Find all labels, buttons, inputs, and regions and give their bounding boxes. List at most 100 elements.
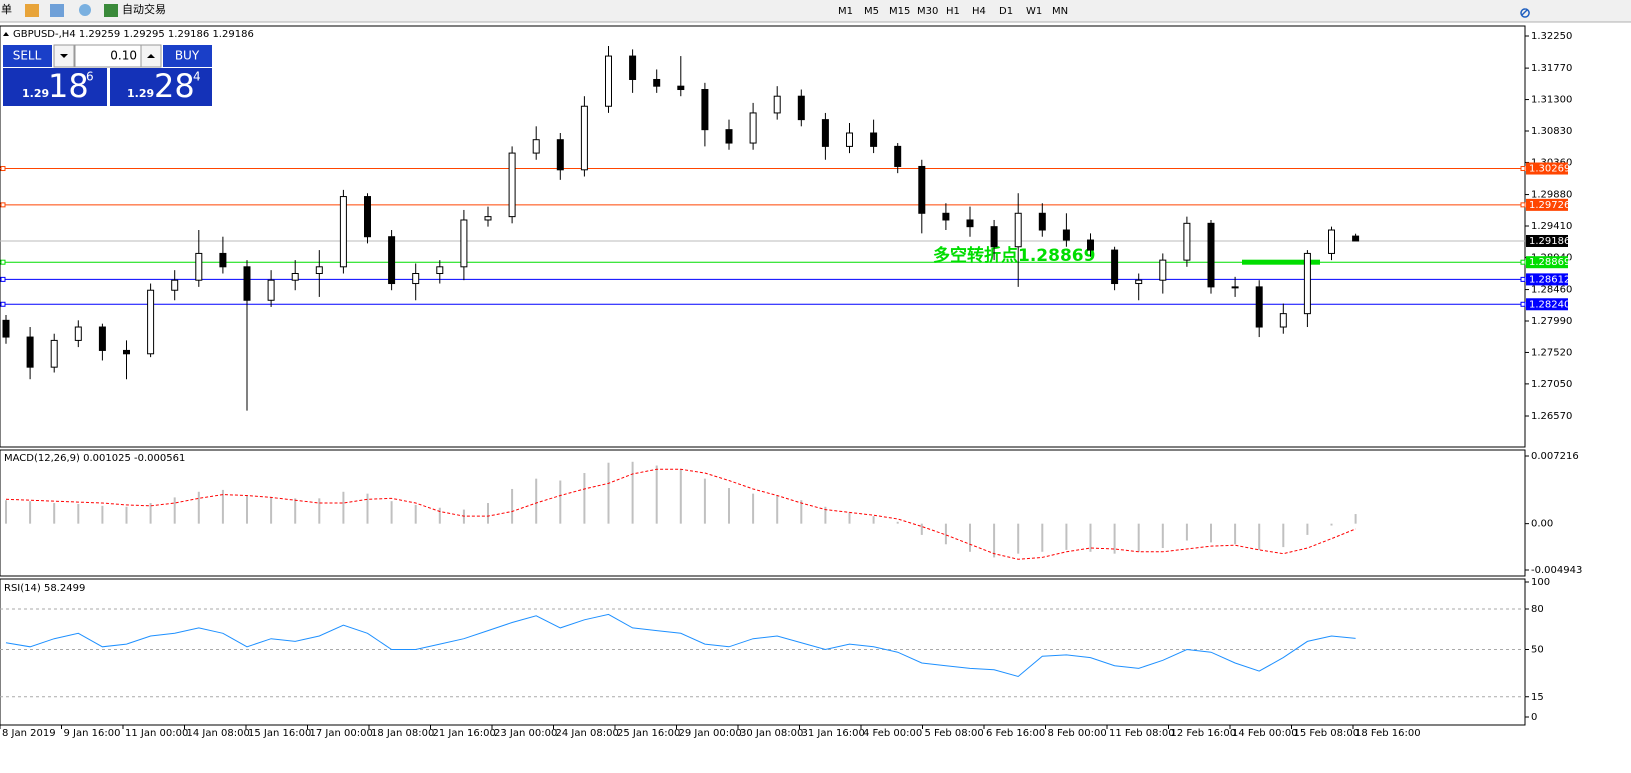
candle-body [243, 266, 251, 301]
candle-body [725, 129, 733, 144]
y-tick-label: 1.30830 [1531, 126, 1572, 137]
timeframe[interactable]: M30 [917, 6, 938, 17]
candle-body [942, 212, 950, 221]
level-marker [0, 166, 6, 172]
level-label-box [1526, 162, 1568, 175]
buy-price-box[interactable] [110, 68, 212, 106]
current-price-box [1526, 234, 1568, 247]
level-marker [1520, 276, 1526, 282]
current-price-label: 1.29186 [1529, 236, 1570, 247]
x-tick-label: 29 Jan 00:00 [679, 728, 742, 739]
sell-label[interactable]: SELL [13, 49, 42, 63]
macd-pane [0, 449, 1526, 577]
candle-body [147, 289, 155, 355]
y-tick-label: 100 [1531, 577, 1550, 588]
candle-body [388, 236, 396, 285]
icon[interactable] [25, 4, 39, 17]
level-marker [1520, 301, 1526, 307]
timeframe[interactable]: M1 [838, 6, 853, 17]
candle-body [1207, 222, 1215, 288]
level-marker [1520, 259, 1526, 265]
candle-body [1255, 286, 1263, 328]
candle-body [1183, 222, 1191, 261]
candle-body [532, 139, 540, 154]
level-label-box [1526, 256, 1568, 269]
level-marker [0, 276, 6, 282]
x-tick-label: 6 Feb 16:00 [986, 728, 1045, 739]
timeframe[interactable]: H1 [946, 6, 960, 17]
timeframe[interactable]: MN [1052, 6, 1068, 17]
y-tick-label: 1.29410 [1531, 221, 1572, 232]
candle-body [26, 336, 34, 368]
timeframe[interactable]: W1 [1026, 6, 1042, 17]
x-tick-label: 24 Jan 08:00 [556, 728, 619, 739]
x-tick-label: 8 Jan 2019 [2, 728, 56, 739]
candle-body [918, 165, 926, 214]
y-tick-label: 0.00 [1531, 519, 1553, 530]
x-tick-label: 14 Jan 08:00 [187, 728, 250, 739]
x-tick-label: 17 Jan 00:00 [310, 728, 373, 739]
y-tick-label: 0 [1531, 712, 1537, 723]
candle-body [291, 273, 299, 281]
x-tick-label: 5 Feb 08:00 [925, 728, 984, 739]
y-tick-label: 1.29880 [1531, 190, 1572, 201]
lot-value: 0.10 [110, 49, 137, 63]
candle-body [556, 139, 564, 171]
rsi-line [5, 613, 1356, 678]
level-label: 1.28240 [1529, 299, 1570, 310]
candle-body [2, 319, 10, 338]
candle-body [171, 279, 179, 291]
candle-body [460, 219, 468, 268]
y-tick-label: -0.004943 [1531, 565, 1582, 576]
timeframe[interactable]: M5 [864, 6, 879, 17]
sell-button[interactable] [3, 45, 52, 67]
candle-body [846, 132, 853, 147]
buy-label[interactable]: BUY [175, 49, 200, 63]
y-tick-label: 0.007216 [1531, 451, 1579, 462]
x-tick-label: 11 Feb 08:00 [1109, 728, 1175, 739]
candle-body [1159, 259, 1167, 281]
icon[interactable] [50, 4, 64, 17]
x-tick-label: 25 Jan 16:00 [617, 728, 680, 739]
sell-price-box[interactable] [3, 68, 107, 106]
menu-text[interactable]: 单 [1, 3, 12, 16]
chart-title: GBPUSD-,H4 1.29259 1.29295 1.29186 1.291… [13, 29, 254, 40]
timeframe[interactable]: D1 [999, 6, 1013, 17]
search-icon[interactable] [1520, 8, 1530, 18]
annotation: 多空转折点1.28869 [933, 245, 1095, 266]
level-marker [1520, 202, 1526, 208]
candle-body [821, 119, 829, 147]
price-small: 4 [193, 70, 201, 84]
x-tick-label: 8 Feb 00:00 [1048, 728, 1107, 739]
y-tick-label: 1.27990 [1531, 316, 1572, 327]
macd-title: MACD(12,26,9) 0.001025 -0.000561 [4, 453, 185, 464]
candle-body [653, 78, 661, 87]
y-tick-label: 80 [1531, 604, 1544, 615]
x-tick-label: 11 Jan 00:00 [125, 728, 188, 739]
y-tick-label: 1.31770 [1531, 63, 1572, 74]
buy-button[interactable] [163, 45, 212, 67]
rsi-pane [0, 578, 1526, 726]
candle-body [1087, 239, 1094, 251]
auto-trading[interactable]: 自动交易 [122, 2, 166, 16]
level-marker [0, 202, 6, 208]
candle-body [1231, 286, 1239, 289]
arrow [60, 54, 68, 58]
candle-body [1038, 212, 1046, 231]
candle-body [797, 95, 805, 121]
timeframe[interactable]: H4 [972, 6, 986, 17]
collapse-icon[interactable] [3, 32, 9, 36]
timeframe[interactable]: M15 [889, 6, 910, 17]
candle-body [870, 132, 878, 147]
icon[interactable] [79, 4, 91, 16]
main-pane [0, 25, 1526, 448]
signal-line [5, 468, 1356, 560]
level-label-box [1526, 198, 1568, 211]
level-label-box [1526, 298, 1568, 311]
candle-body [412, 273, 420, 285]
icon[interactable] [104, 4, 118, 17]
level-annotation-bar [1242, 259, 1320, 265]
candle-body [436, 266, 444, 274]
candle-body [1303, 252, 1311, 315]
